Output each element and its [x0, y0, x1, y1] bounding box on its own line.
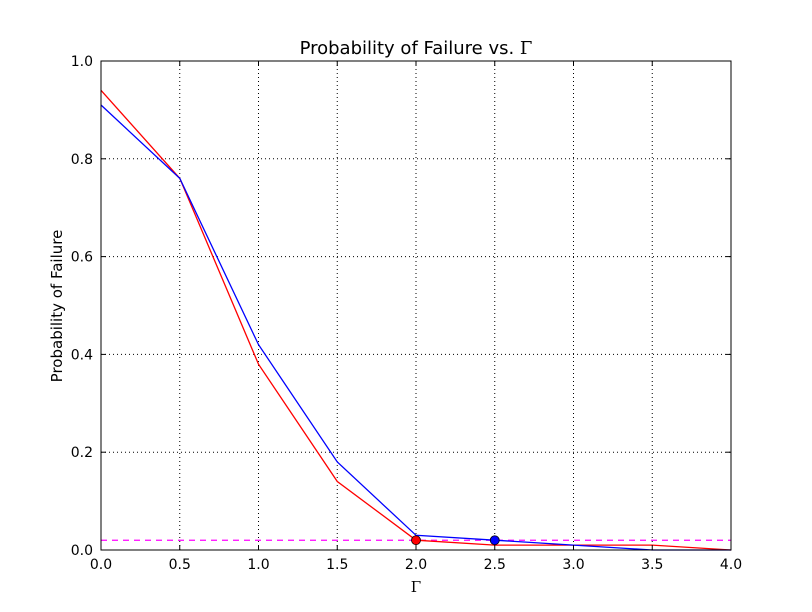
- chart-title: Probability of Failure vs. Γ: [300, 38, 533, 59]
- y-tick-label: 0.4: [71, 347, 93, 363]
- x-tick-label: 0.5: [169, 557, 191, 573]
- grid: [101, 61, 731, 550]
- y-tick-label: 0.2: [71, 445, 93, 461]
- x-tick-label: 3.5: [641, 557, 663, 573]
- x-tick-label: 1.0: [247, 557, 269, 573]
- y-axis-label: Probability of Failure: [48, 230, 66, 383]
- x-tick-label: 1.5: [326, 557, 348, 573]
- y-tick-label: 1.0: [71, 54, 93, 70]
- y-tick-label: 0.6: [71, 250, 93, 266]
- y-tick-label: 0.8: [71, 152, 93, 168]
- x-tick-label: 4.0: [720, 557, 742, 573]
- y-tick-label: 0.0: [71, 543, 93, 559]
- series-line-2: [100, 104, 731, 551]
- x-tick-label: 2.5: [484, 557, 506, 573]
- x-tick-label: 2.0: [405, 557, 427, 573]
- marker-layer: [411, 535, 500, 546]
- marker-point-2: [489, 535, 500, 546]
- ticks: 0.0 0.5 1.0 1.5 2.0 2.5 3.0 3.5 4.0 0.0 0.2 0.4 0.6 0…: [71, 54, 742, 573]
- marker-point-1: [411, 535, 421, 546]
- x-tick-label: 3.0: [562, 557, 584, 573]
- x-tick-label: 0.0: [90, 557, 112, 573]
- x-axis-label: Γ: [411, 578, 421, 596]
